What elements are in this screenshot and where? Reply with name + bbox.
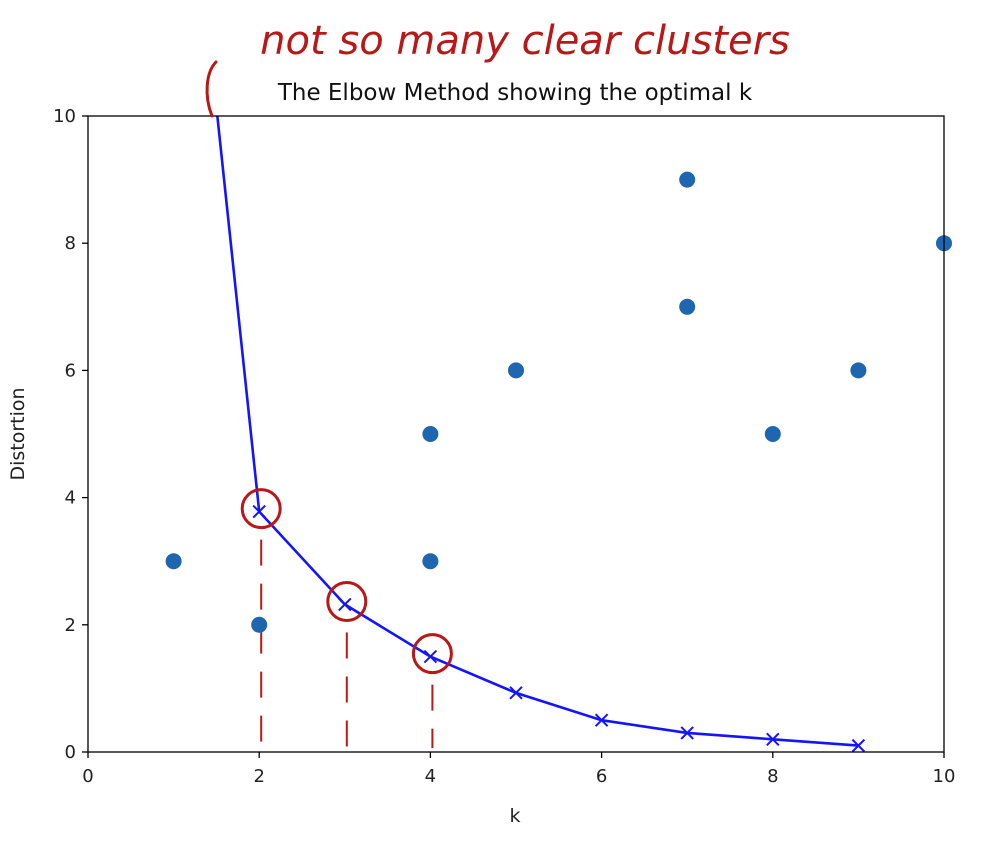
scatter-layer	[165, 171, 952, 633]
y-tick-label: 10	[53, 106, 76, 127]
scatter-point	[850, 362, 867, 379]
plot-frame	[87, 115, 945, 753]
line-marker	[509, 686, 523, 700]
scatter-point	[764, 426, 781, 442]
line-marker	[594, 713, 609, 727]
scatter-point	[508, 362, 524, 379]
annotation-circle-layer	[240, 488, 453, 675]
scatter-point	[679, 171, 696, 188]
scatter-point	[679, 298, 696, 315]
y-tick-label: 2	[65, 615, 76, 636]
y-tick-label: 0	[65, 742, 76, 763]
line-marker	[766, 732, 780, 746]
annotation-text: not so many clear clusters	[260, 18, 790, 64]
line-marker	[851, 738, 866, 752]
axes-layer: 0 2 4 6 8 10 0 2 4 6 8 10	[53, 106, 955, 787]
y-axis-title: Distortion	[7, 387, 29, 480]
line-marker	[252, 504, 266, 519]
scatter-point	[422, 553, 439, 570]
annotation-circle	[326, 580, 368, 622]
x-tick-label: 8	[767, 766, 778, 787]
y-tick-label: 8	[65, 233, 76, 254]
line-layer	[216, 116, 866, 752]
line-marker	[338, 597, 352, 612]
annotation-bracket	[205, 60, 218, 118]
x-tick-label: 2	[253, 766, 264, 787]
scatter-point	[251, 616, 268, 633]
line-marker	[680, 726, 694, 740]
line-marker	[423, 649, 438, 664]
scatter-point	[165, 553, 182, 570]
x-tick-label: 10	[933, 766, 956, 787]
y-tick-label: 6	[65, 360, 76, 381]
y-tick-label: 4	[65, 488, 76, 509]
x-tick-label: 4	[425, 766, 436, 787]
annotation-dash-layer	[260, 539, 434, 748]
chart-title: The Elbow Method showing the optimal k	[277, 80, 753, 106]
x-axis-title: k	[509, 805, 520, 827]
annotation-circle	[411, 633, 453, 675]
annotation-circle	[240, 488, 282, 530]
x-tick-label: 0	[82, 766, 93, 787]
scatter-point	[422, 426, 439, 442]
x-tick-label: 6	[596, 766, 607, 787]
